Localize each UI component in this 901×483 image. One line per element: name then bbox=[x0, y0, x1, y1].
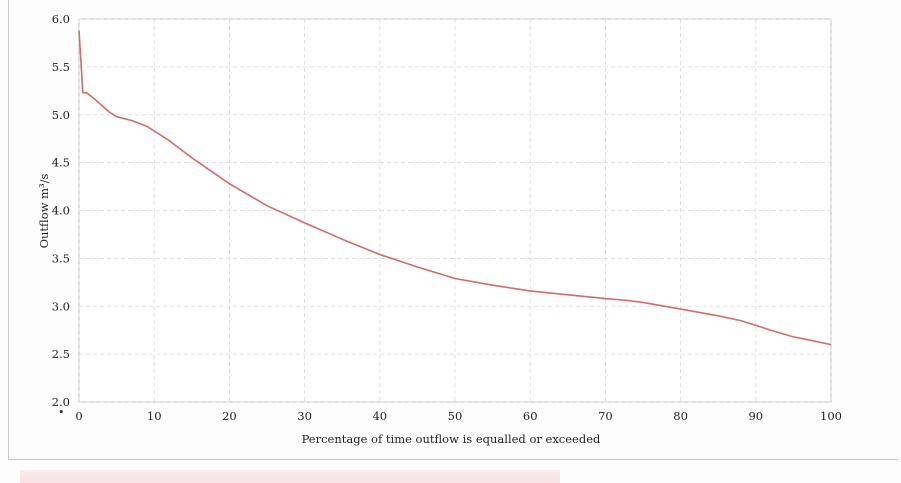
x-axis-label: Percentage of time outflow is equalled o… bbox=[302, 432, 601, 446]
y-tick-label: 4.5 bbox=[52, 156, 70, 170]
x-tick-label: 70 bbox=[598, 409, 613, 423]
outflow-duration-line bbox=[78, 30, 832, 346]
y-tick-label: 5.0 bbox=[52, 108, 70, 122]
x-tick-label: 50 bbox=[448, 409, 463, 423]
x-tick-label: 100 bbox=[820, 409, 842, 423]
margin-mark: • bbox=[58, 406, 65, 419]
y-tick-labels: 2.0 2.5 3.0 3.5 4.0 4.5 5.0 5.5 6.0 bbox=[52, 12, 70, 409]
series-group bbox=[78, 30, 832, 346]
y-tick-label: 3.0 bbox=[52, 299, 70, 313]
x-tick-label: 80 bbox=[673, 409, 688, 423]
x-tick-label: 40 bbox=[372, 409, 387, 423]
y-axis-label: Outflow m³/s bbox=[37, 173, 51, 248]
y-tick-label: 6.0 bbox=[52, 12, 70, 26]
x-tick-label: 10 bbox=[147, 409, 162, 423]
x-tick-label: 60 bbox=[523, 409, 538, 423]
x-tick-labels: 0 10 20 30 40 50 60 70 80 90 100 bbox=[75, 409, 842, 423]
y-tick-label: 5.5 bbox=[52, 60, 70, 74]
page-border bbox=[8, 0, 898, 460]
grid-lines bbox=[78, 18, 832, 403]
y-tick-label: 3.5 bbox=[52, 251, 70, 265]
y-tick-label: 2.0 bbox=[52, 395, 70, 409]
x-tick-label: 0 bbox=[75, 409, 82, 423]
y-tick-label: 4.0 bbox=[52, 204, 70, 218]
x-tick-label: 20 bbox=[222, 409, 237, 423]
scan-tint bbox=[20, 470, 560, 483]
x-tick-label: 30 bbox=[297, 409, 312, 423]
y-tick-label: 2.5 bbox=[52, 347, 70, 361]
x-tick-label: 90 bbox=[748, 409, 763, 423]
